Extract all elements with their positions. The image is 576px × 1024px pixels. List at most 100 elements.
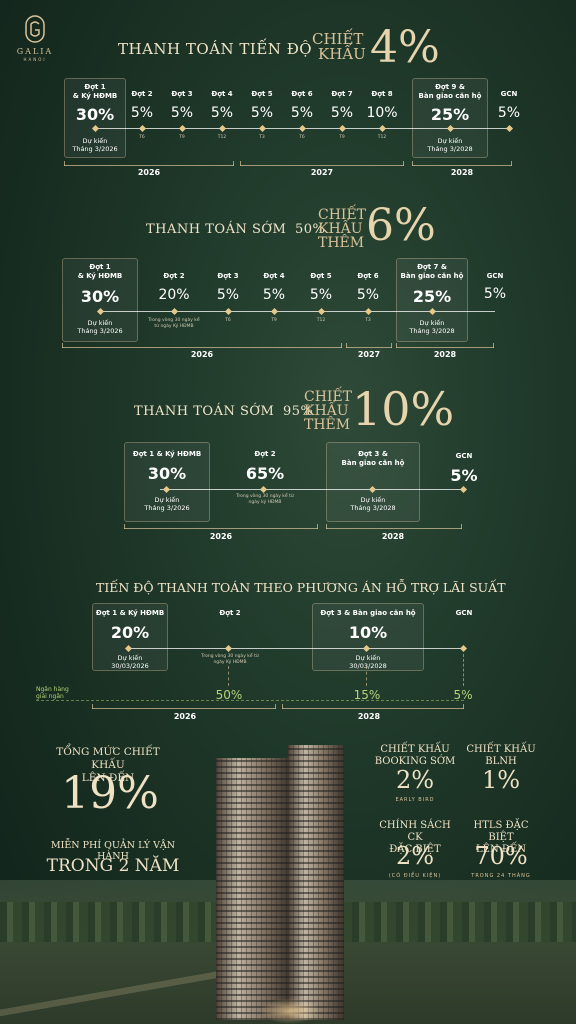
plan2-marker-6 [364,307,373,316]
special-policy-sub: (CÓ ĐIỀU KIỆN) [388,873,442,879]
plan2-stage-7-pct: 25% [412,287,452,306]
plan2-year-line-2 [346,347,392,348]
plan2-discount-label: CHIẾT KHẤU THÊM [318,208,366,250]
plan4-year-tick-2a [282,704,283,709]
galia-logo: GALIA HANOI [14,14,56,62]
plan4-bank-pct-2: 50% [215,688,243,702]
plan4-marker-2 [224,644,233,653]
plan2-stage-1-note: Dự kiến Tháng 3/2026 [64,319,136,335]
plan3-year-line-1 [124,528,318,529]
plan1-stage-10-label-1: GCN [500,90,518,98]
plan2-discount-value: 6% [366,200,436,251]
plan2-stage-7-note-2: Tháng 3/2028 [409,327,455,335]
plan1-year-tick-2a [240,161,241,166]
plan4-dash-2 [228,666,229,686]
plan4-stage-3-note: Dự kiến 30/03/2028 [312,654,424,670]
plan2-stage-3-tick: T6 [225,318,231,323]
plan1-year-tick-3b [511,161,512,166]
plan4-bank-label: Ngân hàng giải ngân [36,686,69,700]
plan3-year-2028: 2028 [381,532,405,541]
plan4-stage-1-label: Đợt 1 & Ký HĐMB [95,609,165,617]
plan2-stage-7-note-1: Dự kiến [419,319,445,327]
plan2-marker-3 [224,307,233,316]
free-management-title: MIỄN PHÍ QUẢN LÝ VẬN HÀNH [50,840,176,862]
plan2-year-line-3 [396,347,494,348]
plan3-highlight-end [326,442,420,522]
plan2-discount-label-3: THÊM [318,235,365,251]
plan2-marker-4 [270,307,279,316]
plan1-stage-1-label-2: & Ký HĐMB [72,92,118,100]
plan2-year-line-1 [62,347,342,348]
plan4-bank-pct-4: 5% [453,688,473,702]
plan3-stage-2-pct: 65% [245,464,285,483]
plan1-stage-1-note-1: Dự kiến [82,137,108,145]
plan1-year-tick-2b [403,161,404,166]
plan1-stage-5-tick: T3 [259,135,265,140]
plan2-stage-8-pct: 5% [483,286,507,302]
plan2-year-tick-2b [391,343,392,348]
plan3-year-tick-1b [317,524,318,529]
plan2-stage-3-label: Đợt 3 [208,272,248,281]
plan2-stage-4-label-1: Đợt 4 [263,272,285,280]
plan1-stage-7-label: Đợt 7 [322,90,362,99]
plan1-stage-5-label: Đợt 5 [242,90,282,99]
tower-left-windows [216,758,290,1020]
plan1-stage-4-label-1: Đợt 4 [211,90,233,98]
plan1-marker-3 [178,124,187,133]
plan1-marker-7 [338,124,347,133]
plan3-stage-1-note-2: Tháng 3/2026 [144,504,190,512]
plan1-marker-10 [505,124,514,133]
plan3-stage-3-label-1: Đợt 3 & [358,450,388,458]
plan3-stage-4-pct: 5% [450,466,478,485]
plan3-highlight-start [124,442,210,522]
plan4-stage-4-label: GCN [455,609,473,617]
plan1-stage-6-label-1: Đợt 6 [291,90,313,98]
plan3-stage-1-pct: 30% [147,464,187,483]
plan4-stage-2-label: Đợt 2 [219,609,241,617]
plan1-highlight-end [412,78,488,158]
plan1-stage-7-tick: T9 [339,135,345,140]
plan1-stage-8-label: Đợt 8 [362,90,402,99]
plan1-marker-6 [298,124,307,133]
htls-line-1: HTLS ĐẶC BIỆT [473,820,529,843]
plan3-discount-label: CHIẾT KHẤU THÊM [304,390,352,432]
plan2-stage-2-tick: Trong vòng 30 ngày kể từ ngày Ký HĐMB [148,318,200,329]
plan4-stage-3-pct: 10% [348,623,388,642]
plan3-stage-1-note-1: Dự kiến [154,496,180,504]
blnh-value: 1% [481,766,521,794]
plan1-stage-7-pct: 5% [330,105,354,121]
htls-value: 70% [474,842,528,870]
plan1-marker-8 [378,124,387,133]
plan1-stage-3-tick: T9 [179,135,185,140]
plan2-year-tick-3b [493,343,494,348]
total-discount-title: TỔNG MỨC CHIẾT KHẤU LÊN ĐẾN [46,746,170,785]
total-discount-line-2: LÊN ĐẾN [81,772,135,784]
plan1-stage-8-pct: 10% [366,105,398,121]
plan1-stage-4-tick: T12 [217,135,227,140]
plan4-highlight-start [92,603,168,671]
plan2-stage-4-tick: T9 [271,318,277,323]
plan3-year-2026: 2026 [209,532,233,541]
plan2-stage-7-note: Dự kiến Tháng 3/2028 [396,319,468,335]
plan4-stage-1-note-2: 30/03/2026 [111,662,149,670]
plan2-stage-5-tick: T12 [316,318,326,323]
plan3-year-line-2 [326,528,462,529]
plan1-stage-1-note: Dự kiến Tháng 3/2026 [59,137,131,153]
plan2-highlight-start [62,258,138,342]
plan4-axis-line [128,648,464,649]
plan1-stage-2-label-1: Đợt 2 [131,90,153,98]
plan1-year-tick-1a [64,161,65,166]
htls-line-2: LÊN ĐẾN [476,844,526,855]
plan4-bank-line [36,700,464,701]
plan1-stage-8-tick: T12 [377,135,387,140]
plan1-stage-6-label: Đợt 6 [282,90,322,99]
plan4-stage-2-tick: Trong vòng 30 ngày kể từ ngày Ký HĐMB [201,654,259,665]
plan1-stage-10-pct: 5% [497,105,521,121]
plan1-year-line-1 [64,165,234,166]
plan4-year-line-1 [92,708,276,709]
plan1-stage-9-note-1: Dự kiến [437,137,463,145]
plan2-stage-7-label-1: Đợt 7 & [417,263,447,271]
plan2-stage-5-label-1: Đợt 5 [310,272,332,280]
blnh-title: CHIẾT KHẤU BLNH [466,744,536,768]
plan4-year-tick-2b [463,704,464,709]
